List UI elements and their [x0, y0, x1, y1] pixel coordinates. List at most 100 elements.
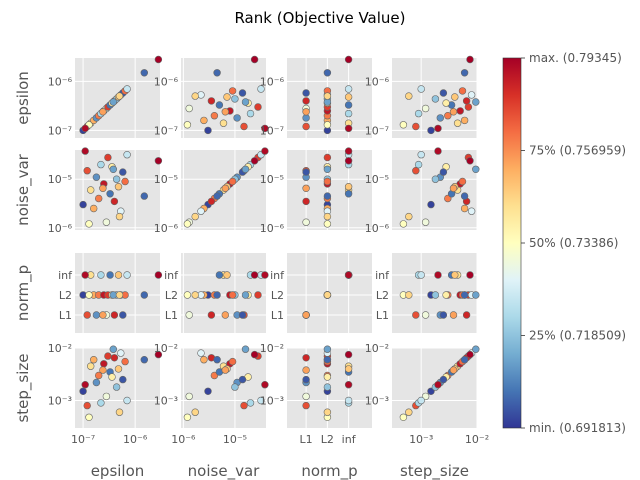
- data-point: [140, 291, 149, 299]
- data-point: [449, 108, 458, 116]
- data-point: [197, 349, 205, 357]
- y-tick-label: 10⁻³: [154, 395, 178, 408]
- y-tick-label: 10⁻⁷: [154, 124, 178, 137]
- data-point: [85, 291, 93, 299]
- data-point: [466, 55, 474, 64]
- data-point: [414, 109, 423, 118]
- y-tick-label: 10⁻⁵: [365, 173, 389, 186]
- data-point: [302, 114, 310, 122]
- y-tick-label: inf: [375, 269, 390, 282]
- data-point: [460, 192, 469, 200]
- data-point: [215, 101, 224, 109]
- data-point: [261, 147, 269, 155]
- y-tick-label: 10⁻²: [260, 342, 284, 355]
- data-point: [417, 396, 425, 405]
- data-point: [200, 116, 208, 125]
- data-point: [207, 97, 216, 105]
- data-point: [302, 197, 310, 206]
- data-point: [261, 124, 269, 133]
- data-point: [185, 311, 193, 319]
- data-point: [109, 98, 118, 106]
- y-tick-label: L2: [271, 289, 284, 302]
- panel-step_size-vs-noise_var: 10⁻³ 10⁻² 10⁻⁶ 10⁻⁵ noise_var: [154, 342, 269, 480]
- data-point: [302, 97, 310, 105]
- data-point: [302, 218, 310, 226]
- data-point: [460, 356, 469, 364]
- data-point: [302, 184, 310, 193]
- data-point: [204, 387, 212, 395]
- data-point: [99, 311, 107, 319]
- data-point: [204, 126, 212, 135]
- colorbar-tick-label: 50% (0.73386): [529, 236, 618, 250]
- x-tick-label: 10⁻⁵: [223, 433, 247, 446]
- data-point: [453, 119, 462, 127]
- data-point: [241, 98, 250, 106]
- data-point: [434, 381, 442, 389]
- data-point: [109, 345, 118, 353]
- y-axis-label: norm_p: [14, 265, 33, 321]
- data-point: [106, 271, 114, 279]
- panel-norm_p-vs-step_size: L1 L2 inf: [375, 253, 480, 333]
- data-point: [185, 392, 193, 401]
- data-point: [431, 175, 440, 183]
- panel-norm_p-vs-epsilon: L1 L2 inf: [58, 253, 163, 333]
- chart-title: Rank (Objective Value): [234, 9, 405, 27]
- data-point: [451, 271, 459, 279]
- panel-step_size-vs-step_size: 10⁻³ 10⁻² 10⁻³ 10⁻² step_size: [365, 342, 489, 480]
- data-point: [112, 175, 121, 183]
- y-tick-label: 10⁻⁶: [154, 222, 179, 235]
- data-point: [114, 365, 123, 373]
- data-point: [231, 383, 239, 391]
- data-point: [191, 408, 199, 416]
- data-point: [323, 192, 332, 200]
- data-point: [119, 311, 127, 319]
- y-tick-label: 10⁻³: [365, 395, 389, 408]
- panel-epsilon-vs-step_size: 10⁻⁷ 10⁻⁶: [365, 55, 480, 138]
- y-tick-label: L1: [165, 309, 178, 322]
- panel-epsilon-vs-noise_var: 10⁻⁷ 10⁻⁶: [154, 55, 269, 138]
- data-point: [466, 157, 474, 165]
- data-point: [442, 291, 450, 299]
- data-point: [104, 352, 112, 360]
- data-point: [223, 93, 231, 101]
- y-tick-label: inf: [164, 269, 179, 282]
- data-point: [458, 87, 467, 95]
- data-point: [154, 157, 163, 165]
- data-point: [154, 271, 163, 279]
- data-point: [241, 165, 250, 174]
- data-point: [323, 291, 332, 299]
- data-point: [221, 108, 230, 116]
- data-point: [344, 124, 353, 133]
- data-point: [185, 104, 193, 113]
- data-point: [233, 114, 241, 122]
- y-tick-label: 10⁻⁶: [365, 75, 390, 88]
- panel-noise_var-vs-epsilon: 10⁻⁶ 10⁻⁵: [48, 147, 163, 235]
- colorbar-ticks: min. (0.691813) 25% (0.718509) 50% (0.7338…: [521, 51, 626, 435]
- data-point: [399, 220, 408, 228]
- data-point: [254, 291, 262, 299]
- data-point: [81, 124, 89, 133]
- data-point: [85, 220, 93, 228]
- data-point: [466, 271, 474, 279]
- data-point: [250, 271, 259, 279]
- data-point: [219, 119, 228, 127]
- y-axis-label: noise_var: [14, 153, 33, 225]
- scatter-panels: 10⁻⁷10⁻⁶10⁻⁷10⁻⁶10⁻⁷10⁻⁶10⁻⁷10⁻⁶epsilon1…: [14, 55, 489, 480]
- data-point: [183, 121, 192, 129]
- data-point: [83, 167, 91, 175]
- data-point: [81, 147, 89, 155]
- data-point: [85, 413, 93, 421]
- y-tick-label: 10⁻⁶: [48, 222, 73, 235]
- y-tick-label: 10⁻³: [260, 395, 284, 408]
- data-point: [238, 375, 247, 384]
- y-tick-label: L2: [165, 289, 178, 302]
- data-point: [427, 126, 435, 135]
- y-tick-label: 10⁻⁷: [260, 124, 284, 137]
- y-tick-label: 10⁻⁵: [154, 173, 178, 186]
- data-point: [207, 311, 216, 319]
- data-point: [302, 122, 310, 131]
- data-point: [197, 207, 205, 215]
- data-point: [250, 55, 259, 64]
- y-tick-label: L1: [59, 309, 72, 322]
- data-point: [467, 91, 476, 99]
